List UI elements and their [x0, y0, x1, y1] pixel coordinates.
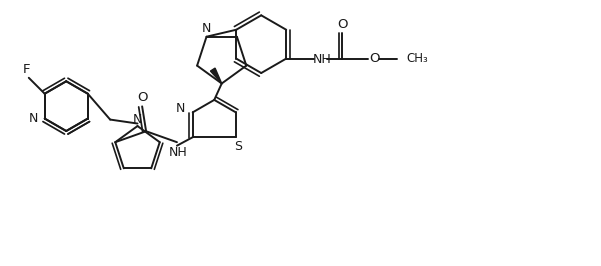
Text: N: N	[133, 113, 142, 126]
Text: S: S	[234, 140, 242, 153]
Polygon shape	[210, 68, 222, 84]
Text: N: N	[176, 102, 185, 115]
Text: NH: NH	[313, 53, 332, 66]
Text: NH: NH	[168, 146, 188, 159]
Text: O: O	[370, 52, 380, 65]
Text: CH₃: CH₃	[406, 52, 428, 65]
Text: N: N	[202, 22, 211, 35]
Text: F: F	[23, 63, 30, 76]
Text: N: N	[29, 112, 38, 125]
Text: O: O	[137, 91, 147, 104]
Text: O: O	[337, 18, 347, 31]
